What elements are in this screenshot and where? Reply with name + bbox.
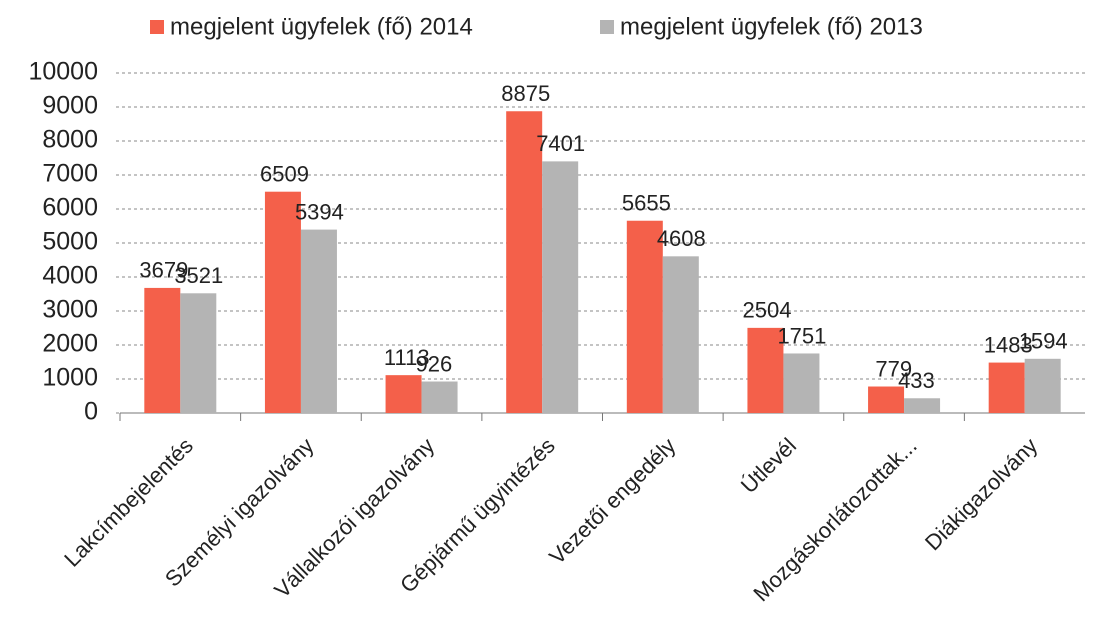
data-label: 1483 — [984, 332, 1033, 357]
bar — [904, 398, 941, 413]
y-tick-label: 6000 — [42, 194, 98, 222]
bar — [868, 386, 905, 413]
y-tick-label: 4000 — [42, 262, 98, 290]
data-label: 4608 — [657, 226, 706, 251]
bar — [988, 362, 1025, 413]
y-tick-label: 10000 — [28, 58, 98, 86]
y-tick-label: 0 — [84, 398, 98, 426]
data-label: 1594 — [1019, 329, 1068, 354]
bar — [626, 220, 663, 413]
data-label: 1751 — [777, 323, 826, 348]
bar — [542, 161, 579, 413]
x-tick-label: Útlevél — [736, 433, 801, 498]
data-label: 3521 — [174, 263, 223, 288]
bar — [506, 111, 543, 413]
bar — [747, 327, 784, 413]
bar — [144, 287, 181, 413]
data-label: 7401 — [536, 131, 585, 156]
data-label: 926 — [416, 351, 453, 376]
y-tick-label: 2000 — [42, 330, 98, 358]
y-tick-label: 3000 — [42, 296, 98, 324]
data-label: 1113 — [384, 345, 430, 370]
data-label: 779 — [875, 356, 912, 381]
bar — [180, 293, 217, 413]
bar — [662, 256, 699, 413]
bar — [783, 353, 820, 413]
y-tick-label: 8000 — [42, 126, 98, 154]
bar — [385, 375, 422, 413]
legend-label: megjelent ügyfelek (fő) 2014 — [170, 13, 473, 40]
legend-swatch — [600, 20, 614, 34]
x-tick-label: Lakcímbejelentés — [59, 433, 198, 572]
legend-swatch — [150, 20, 164, 34]
data-label: 6509 — [260, 162, 309, 187]
bar — [300, 229, 337, 413]
x-tick-label: Diákigazolvány — [920, 433, 1042, 555]
x-tick-label: Vezetői engedély — [544, 433, 680, 569]
data-label: 5655 — [622, 191, 671, 216]
bar — [264, 191, 301, 413]
data-label: 2504 — [742, 298, 791, 323]
y-tick-label: 9000 — [42, 92, 98, 120]
bar — [1024, 358, 1061, 413]
y-tick-label: 1000 — [42, 364, 98, 392]
y-tick-label: 7000 — [42, 160, 98, 188]
data-label: 5394 — [295, 199, 344, 224]
bar — [421, 381, 458, 413]
y-tick-label: 5000 — [42, 228, 98, 256]
data-label: 433 — [898, 368, 935, 393]
data-label: 8875 — [501, 81, 550, 106]
legend-label: megjelent ügyfelek (fő) 2013 — [620, 13, 923, 40]
data-label: 3679 — [139, 258, 188, 283]
